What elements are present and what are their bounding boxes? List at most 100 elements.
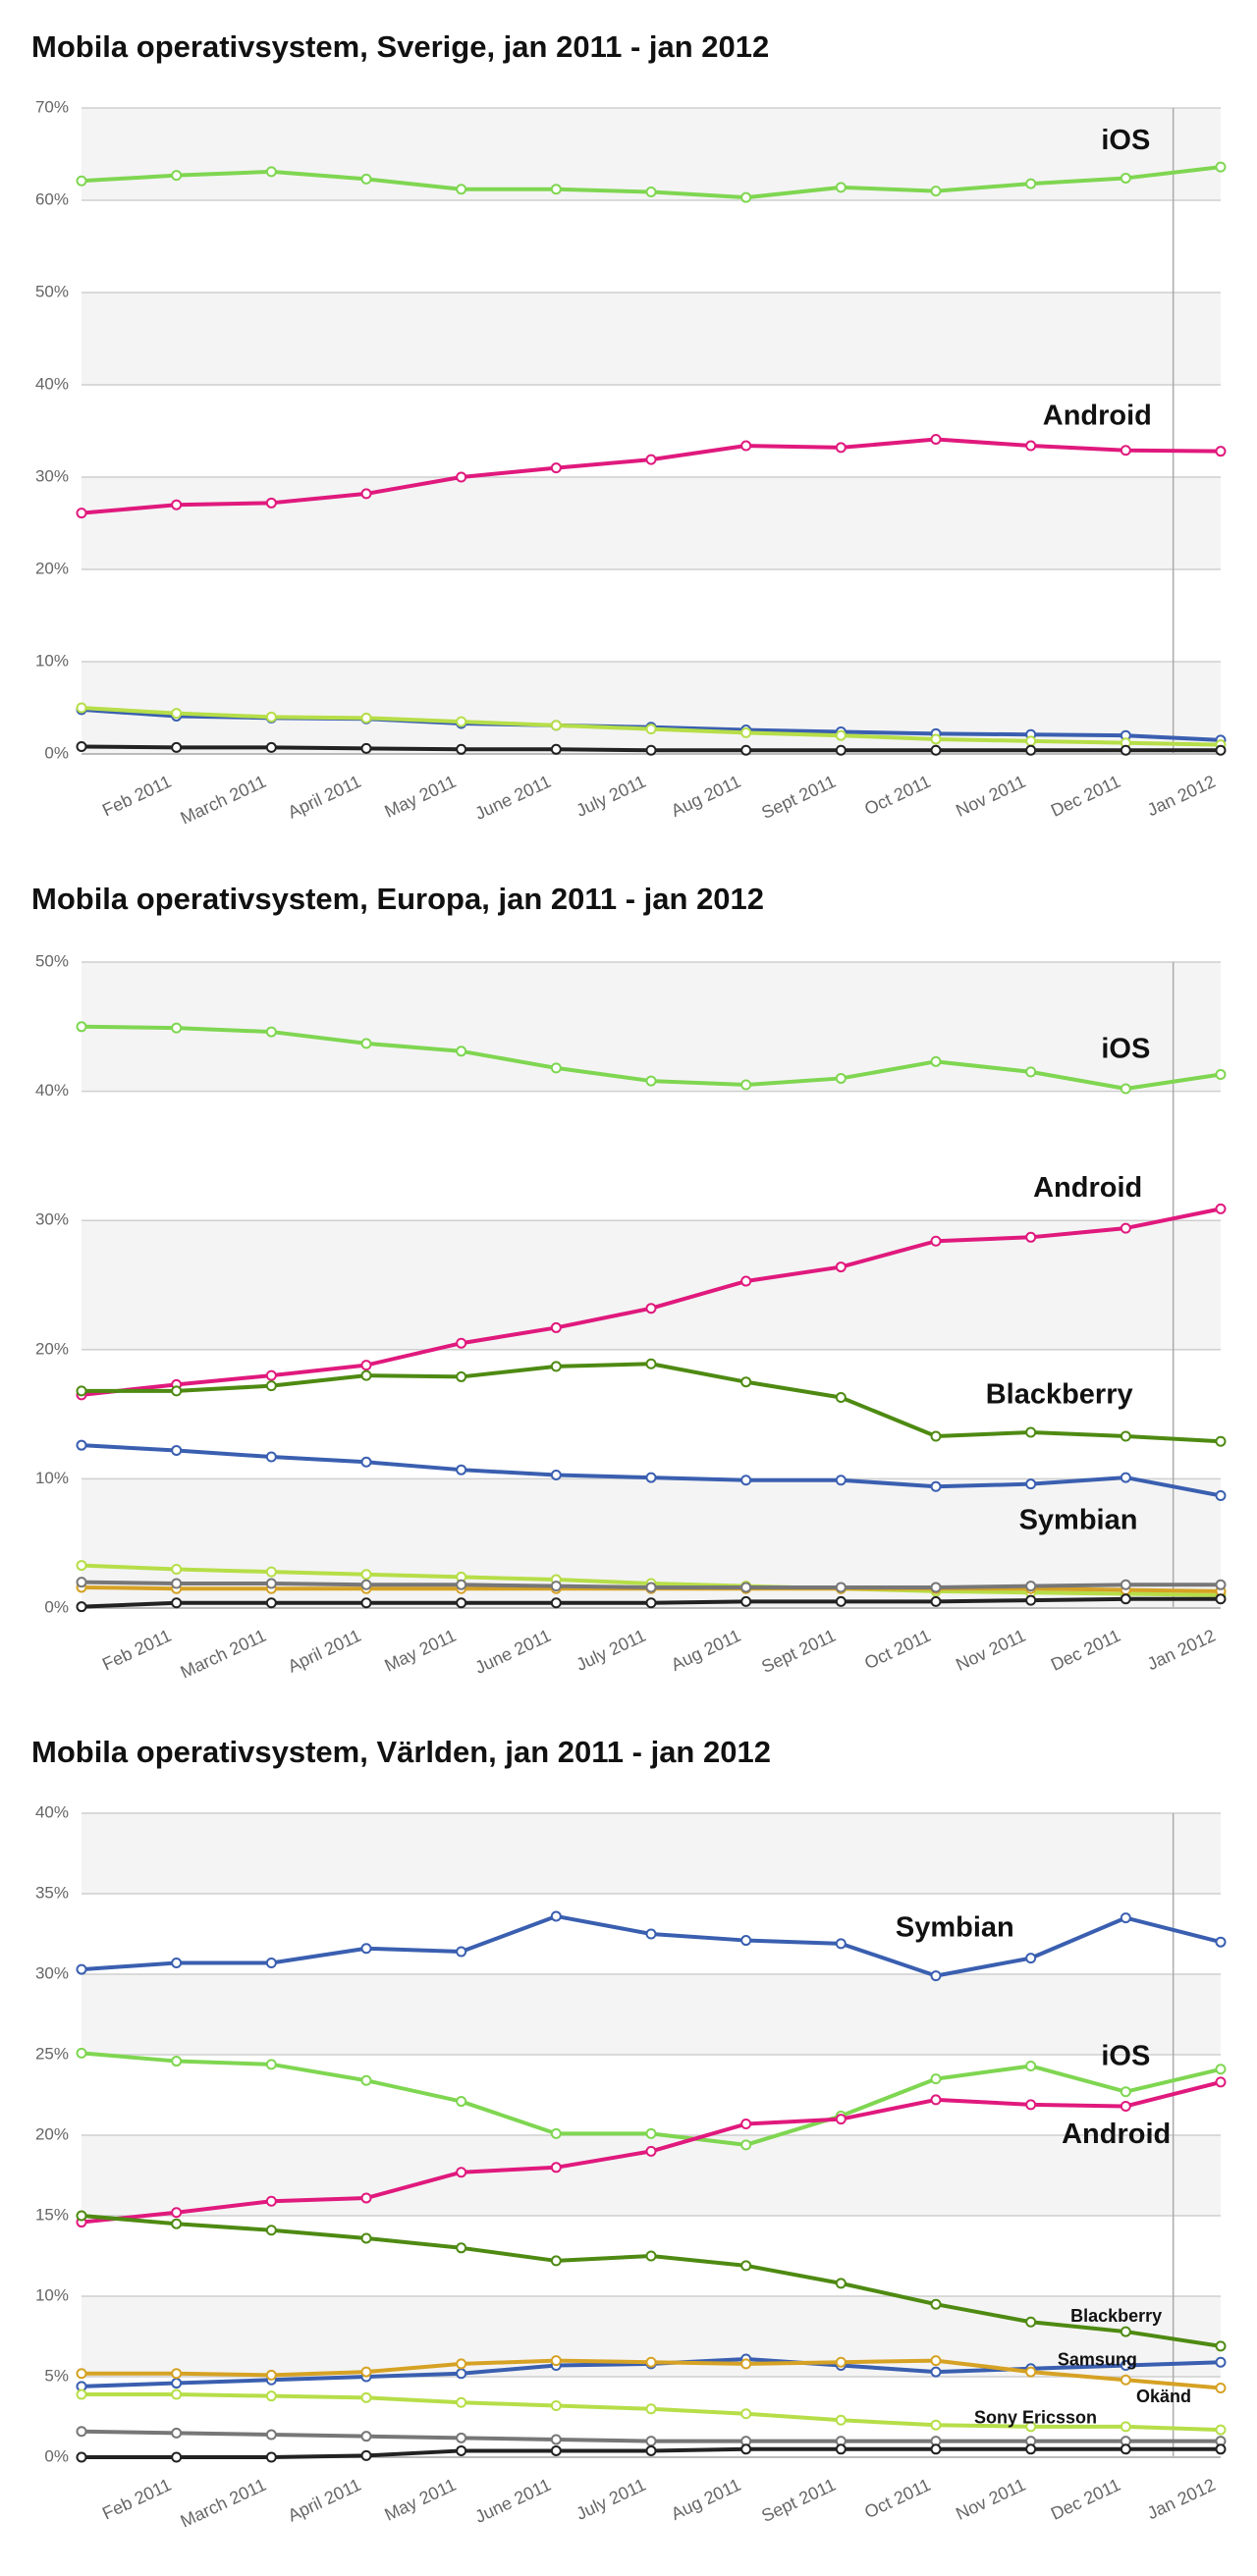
data-point	[171, 2378, 183, 2389]
data-point	[360, 2074, 372, 2086]
data-point	[1215, 2424, 1227, 2436]
data-point	[360, 1456, 372, 1468]
data-point	[265, 1597, 277, 1609]
data-point	[265, 1578, 277, 1589]
data-point	[1025, 1581, 1037, 1592]
data-point	[550, 1910, 562, 1922]
data-point	[1025, 2316, 1037, 2328]
x-tick-label: April 2011	[285, 772, 364, 823]
x-tick-label: Aug 2011	[668, 2475, 743, 2524]
x-tick-label: March 2011	[178, 2475, 269, 2532]
data-point	[171, 1385, 183, 1397]
data-point	[76, 2047, 87, 2059]
x-tick-label: Jan 2012	[1144, 1626, 1219, 1674]
data-point	[740, 1475, 752, 1486]
data-point	[265, 2059, 277, 2070]
data-point	[645, 1928, 657, 1940]
data-point	[76, 2388, 87, 2400]
data-point	[740, 2260, 752, 2272]
x-tick-label: Oct 2011	[861, 772, 933, 819]
data-point	[76, 2368, 87, 2380]
data-point	[1215, 2443, 1227, 2455]
data-point	[930, 2298, 942, 2310]
data-point	[550, 1062, 562, 1074]
series-label: Blackberry	[986, 1379, 1133, 1411]
data-point	[1215, 1068, 1227, 1080]
data-point	[740, 1376, 752, 1388]
data-point	[456, 2358, 467, 2370]
data-point	[740, 1079, 752, 1091]
data-point	[456, 2444, 467, 2456]
chart-title: Mobila operativsystem, Sverige, jan 2011…	[31, 29, 769, 64]
data-point	[1120, 1472, 1131, 1483]
data-point	[456, 716, 467, 727]
x-tick-label: July 2011	[574, 772, 649, 821]
x-tick-label: Aug 2011	[668, 772, 743, 821]
data-point	[645, 1582, 657, 1593]
x-tick-label: Dec 2011	[1048, 1626, 1123, 1675]
data-point	[76, 1385, 87, 1397]
data-point	[360, 1038, 372, 1049]
y-tick-label: 0%	[44, 1597, 69, 1616]
data-point	[456, 1046, 467, 1057]
data-point	[171, 2451, 183, 2463]
chart: Mobila operativsystem, Sverige, jan 2011…	[31, 29, 1227, 829]
data-point	[360, 173, 372, 185]
x-tick-label: June 2011	[472, 772, 554, 824]
series-label: Symbian	[1019, 1505, 1138, 1536]
data-point	[930, 1480, 942, 1492]
data-point	[740, 726, 752, 738]
series-label: Okänd	[1136, 2387, 1191, 2406]
data-point	[835, 1595, 847, 1607]
x-tick-label: Nov 2011	[953, 772, 1028, 821]
data-point	[456, 1597, 467, 1609]
data-point	[835, 2356, 847, 2368]
data-point	[835, 442, 847, 454]
series-label: iOS	[1101, 1034, 1150, 1065]
y-tick-label: 15%	[35, 2205, 69, 2224]
data-point	[645, 2436, 657, 2447]
data-point	[1025, 735, 1037, 747]
data-point	[265, 1566, 277, 1578]
data-point	[930, 2366, 942, 2378]
data-point	[360, 1943, 372, 1955]
data-point	[76, 1021, 87, 1033]
data-point	[1120, 1222, 1131, 1234]
data-point	[550, 1361, 562, 1372]
data-point	[930, 1582, 942, 1593]
y-tick-label: 40%	[35, 1802, 69, 1821]
x-tick-label: Oct 2011	[861, 2475, 933, 2522]
data-point	[550, 1469, 562, 1480]
data-point	[265, 1380, 277, 1392]
data-point	[171, 2207, 183, 2219]
x-tick-label: Dec 2011	[1048, 772, 1123, 821]
data-point	[930, 2094, 942, 2106]
data-point	[1025, 2421, 1037, 2433]
data-point	[171, 2218, 183, 2229]
data-point	[1120, 1430, 1131, 1442]
data-point	[930, 433, 942, 445]
data-point	[76, 1601, 87, 1613]
data-point	[550, 184, 562, 195]
data-point	[930, 744, 942, 756]
series-label: Android	[1043, 400, 1152, 431]
data-point	[835, 182, 847, 193]
data-point	[550, 462, 562, 474]
y-tick-label: 0%	[44, 2446, 69, 2465]
data-point	[265, 1958, 277, 1969]
data-point	[1215, 2076, 1227, 2088]
x-tick-label: May 2011	[381, 772, 459, 822]
data-point	[1215, 1936, 1227, 1948]
data-point	[1215, 1579, 1227, 1590]
data-point	[1025, 2366, 1037, 2378]
data-point	[740, 2139, 752, 2151]
plot-band	[82, 477, 1221, 569]
data-point	[171, 1444, 183, 1456]
data-point	[360, 1579, 372, 1590]
x-tick-label: June 2011	[472, 1626, 554, 1678]
x-tick-label: March 2011	[178, 772, 269, 829]
data-point	[645, 1075, 657, 1087]
data-point	[645, 1358, 657, 1369]
data-point	[360, 2391, 372, 2403]
